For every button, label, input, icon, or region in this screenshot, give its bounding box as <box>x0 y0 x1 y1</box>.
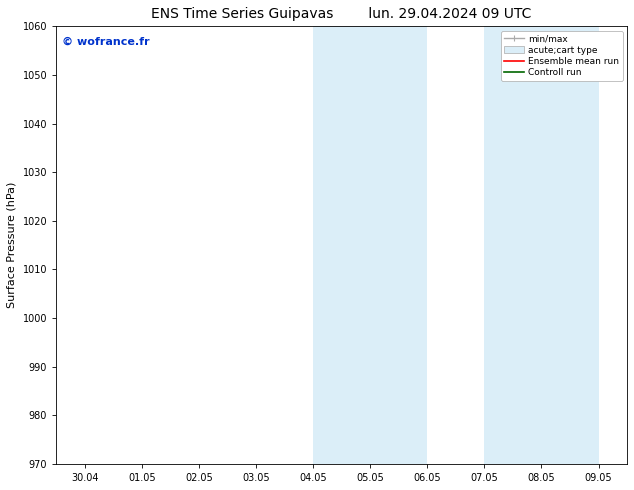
Bar <box>541 26 598 464</box>
Title: ENS Time Series Guipavas        lun. 29.04.2024 09 UTC: ENS Time Series Guipavas lun. 29.04.2024… <box>152 7 532 21</box>
Y-axis label: Surface Pressure (hPa): Surface Pressure (hPa) <box>7 182 17 308</box>
Bar <box>313 26 370 464</box>
Bar <box>370 26 427 464</box>
Bar <box>484 26 541 464</box>
Legend: min/max, acute;cart type, Ensemble mean run, Controll run: min/max, acute;cart type, Ensemble mean … <box>501 31 623 81</box>
Text: © wofrance.fr: © wofrance.fr <box>62 37 150 47</box>
